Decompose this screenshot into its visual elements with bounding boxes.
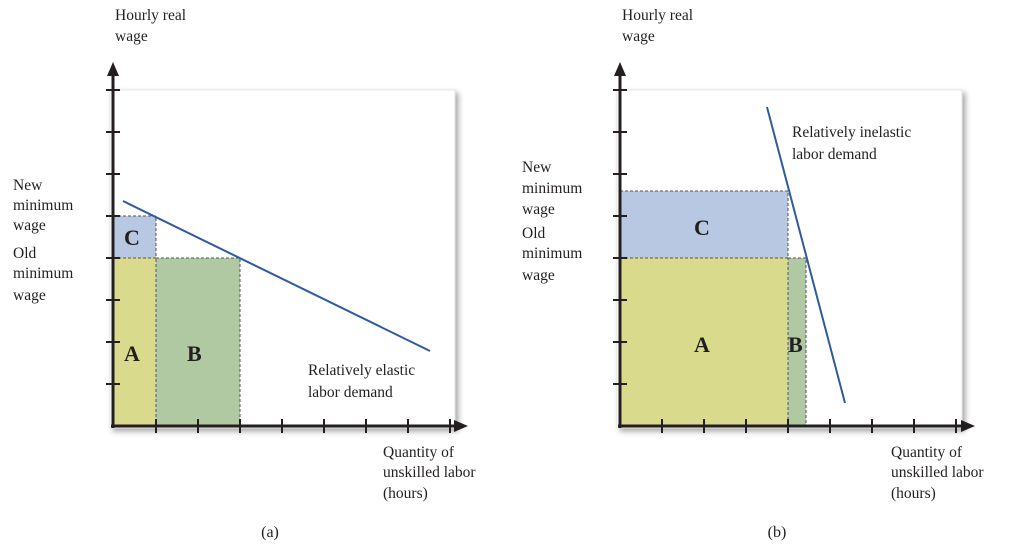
panel-b-y-ticks — [613, 89, 627, 385]
panel-a-demand-label: Relatively elastic labor demand — [308, 362, 419, 401]
panel-a-old-min-wage-label: Old minimum wage — [13, 245, 77, 304]
panel-a-area-c — [113, 216, 156, 258]
panel-a-y-axis-arrow — [107, 62, 119, 76]
panel-b-old-min-wage-label: Old minimum wage — [522, 225, 586, 284]
panel-b-area-a-label: A — [694, 332, 710, 357]
panel-a-y-ticks — [106, 89, 120, 385]
panel-b-x-axis-label: Quantity of unskilled labor (hours) — [891, 444, 987, 502]
panel-a-area-b — [156, 258, 240, 426]
panel-a-area-c-outline — [112, 215, 157, 259]
panel-b-y-axis-label: Hourly real wage — [622, 7, 697, 45]
panel-b-area-c — [620, 191, 788, 258]
panel-b: Hourly real wage New minimum wage Old mi… — [522, 7, 987, 541]
panel-a-area-c-label: C — [124, 225, 140, 250]
panel-a-area-b-label: B — [187, 341, 202, 366]
panel-b-y-axis-arrow — [614, 62, 626, 76]
panel-a: Hourly real wage New minimum wage Old mi… — [13, 7, 479, 541]
panel-b-area-b-label: B — [788, 332, 803, 357]
panel-b-area-a — [620, 258, 788, 426]
panel-a-x-axis-label: Quantity of unskilled labor (hours) — [383, 444, 479, 502]
panel-a-new-min-wage-label: New minimum wage — [13, 177, 77, 234]
panel-b-area-c-label: C — [694, 215, 710, 240]
panel-a-x-axis-arrow — [454, 420, 468, 432]
panel-b-caption: (b) — [768, 524, 787, 541]
panel-a-area-a — [113, 258, 156, 426]
panel-b-area-b — [788, 258, 806, 426]
panel-a-y-axis-label: Hourly real wage — [115, 7, 190, 45]
panel-a-demand-line — [122, 200, 431, 352]
panel-b-x-axis-arrow — [961, 420, 975, 432]
panel-a-area-a-label: A — [124, 341, 140, 366]
panel-a-area-b-outline — [155, 257, 241, 427]
panel-b-demand-line — [766, 106, 846, 404]
panel-a-caption: (a) — [261, 524, 279, 541]
panel-b-demand-label: Relatively inelastic labor demand — [792, 124, 915, 163]
panel-a-x-ticks — [155, 419, 451, 433]
panel-b-new-min-wage-label: New minimum wage — [522, 159, 586, 218]
panel-b-x-ticks — [661, 419, 957, 433]
